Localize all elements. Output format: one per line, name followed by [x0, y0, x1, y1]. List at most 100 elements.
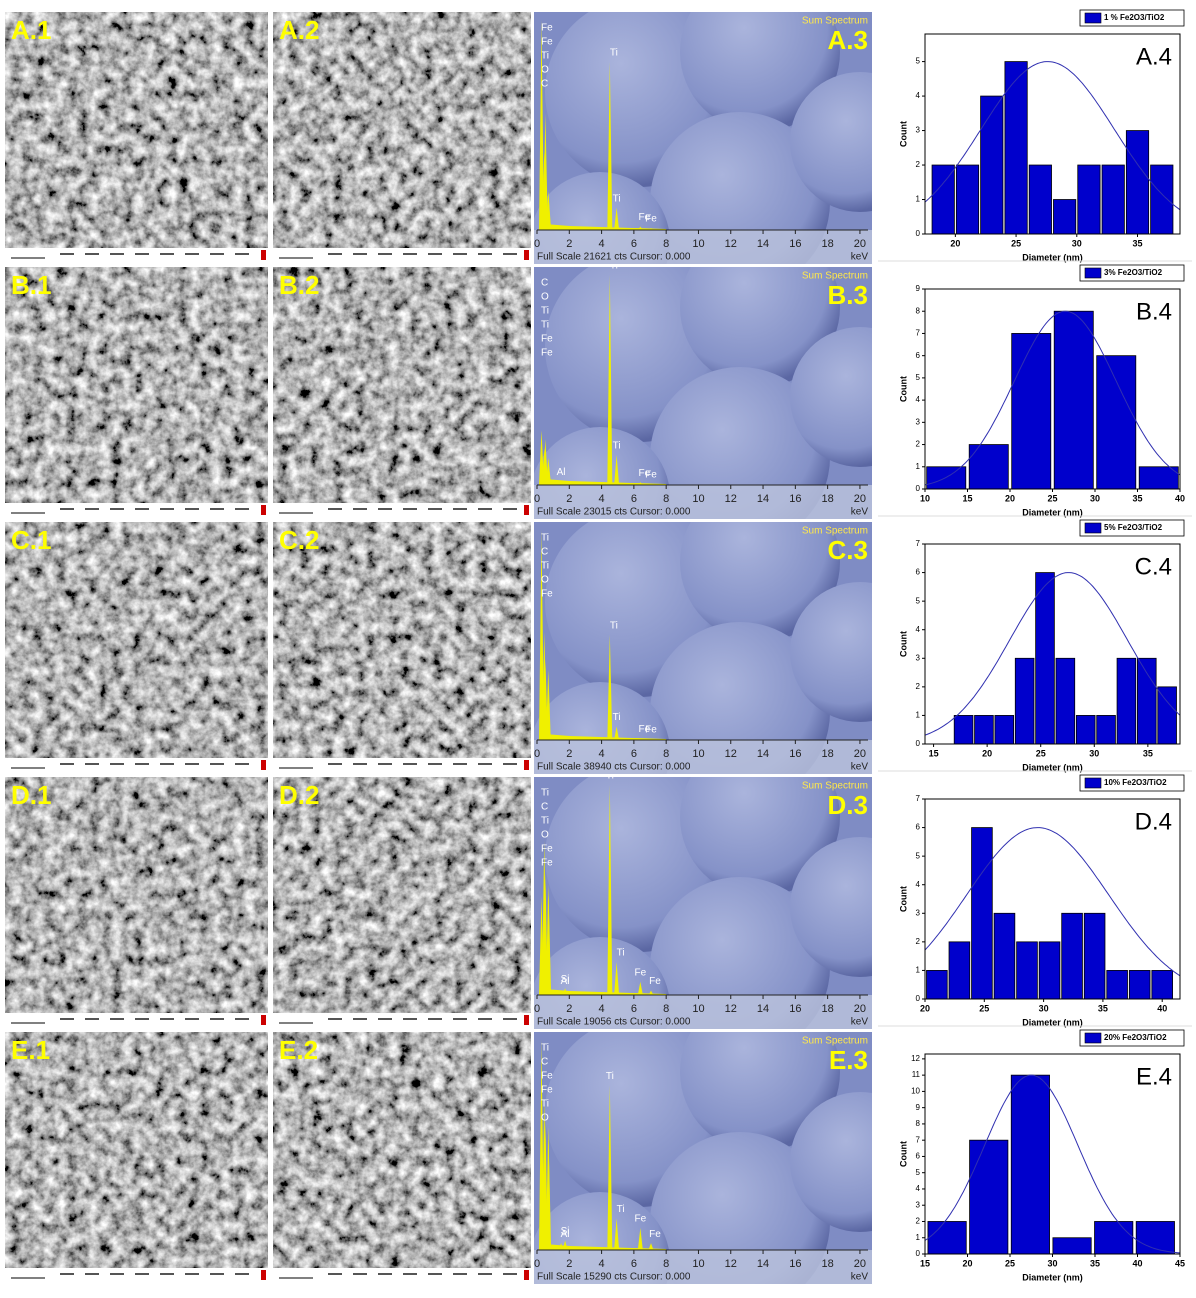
y-tick-label: 4 [916, 1184, 921, 1193]
x-tick-label: 30 [1072, 238, 1082, 248]
eds-sphere [650, 622, 830, 774]
sem-info-text [328, 1018, 342, 1020]
sem-panel-label: B.2 [279, 270, 319, 300]
eds-peak [648, 1243, 654, 1250]
sem-info-text [160, 1018, 174, 1020]
eds-peak [539, 530, 545, 740]
peak-label: Fe [639, 468, 651, 479]
y-tick-label: 12 [911, 1054, 920, 1063]
legend-label: 3% Fe2O3/TiO2 [1104, 268, 1163, 277]
peak-label: O [541, 830, 549, 841]
peak-label: O [541, 1113, 549, 1124]
sem-info-text [185, 763, 199, 765]
x-tick-label: 4 [599, 238, 605, 250]
x-tick-label: 18 [822, 238, 834, 250]
x-tick-label: 6 [631, 748, 637, 760]
sem-image [5, 1032, 268, 1272]
eds-sphere [790, 582, 872, 722]
footer: Full Scale 15290 cts Cursor: 0.000 [537, 1272, 691, 1283]
x-tick-label: 0 [534, 238, 540, 250]
sem-info-text [478, 253, 492, 255]
y-tick-label: 10 [911, 1087, 920, 1096]
bar [969, 1139, 1009, 1255]
y-tick-label: 6 [916, 1152, 921, 1161]
y-tick-label: 11 [912, 1070, 921, 1079]
sem-info-text [135, 1018, 149, 1020]
peak-label: Ti [541, 816, 549, 827]
bar [1151, 970, 1173, 1000]
legend-swatch [1084, 12, 1102, 24]
x-tick-label: 14 [757, 1003, 769, 1015]
eds-sphere [790, 72, 872, 212]
sem-info-text [453, 1273, 467, 1275]
x-tick-label: 15 [962, 493, 972, 503]
y-tick-label: 0 [916, 229, 921, 238]
sem-panel-label: C.1 [11, 525, 51, 555]
sem-info-text [428, 253, 442, 255]
y-tick-label: 1 [916, 462, 921, 471]
peak-label: O [541, 292, 549, 303]
eds-peak [637, 226, 643, 230]
peak-label: Fe [541, 334, 553, 345]
sem-info-text [235, 253, 249, 255]
fit-curve [924, 310, 1181, 486]
bar [974, 715, 994, 745]
x-tick-label: 8 [663, 748, 669, 760]
y-tick-label: 4 [916, 625, 921, 634]
sem-info-text [403, 253, 417, 255]
peak-label: Ti [541, 788, 549, 799]
legend-swatch [1084, 522, 1102, 534]
peak-label: Ti [613, 441, 621, 452]
eds-continuum [541, 479, 667, 485]
y-tick-label: 1 [916, 966, 921, 975]
eds-peak [614, 207, 620, 230]
sem-info-text [478, 763, 492, 765]
sem-info-text [478, 508, 492, 510]
peak-label: Fe [639, 212, 651, 223]
x-tick-label: 20 [962, 1258, 972, 1268]
bar [955, 164, 980, 235]
x-tick-label: 4 [599, 1258, 605, 1270]
peak-label: C [541, 1057, 548, 1068]
sem-info-text [453, 763, 467, 765]
sem-info-text [378, 253, 392, 255]
peak-label: C [541, 79, 548, 90]
eds-peak [558, 1243, 564, 1250]
x-tick-label: 25 [979, 1003, 989, 1013]
peak-label: Ti [610, 620, 618, 631]
eds-axis-band [534, 230, 872, 264]
sem-info-bar [273, 758, 531, 772]
eds-peak [614, 961, 620, 995]
sem-info-text [353, 508, 367, 510]
peak-label: Fe [541, 589, 553, 600]
peak-label: Ti [541, 533, 549, 544]
eds-sphere [680, 267, 840, 387]
x-tick-label: 6 [631, 1258, 637, 1270]
x-tick-label: 25 [1047, 493, 1057, 503]
y-tick-label: 7 [916, 794, 921, 803]
legend-label: 5% Fe2O3/TiO2 [1104, 523, 1163, 532]
x-tick-label: 18 [822, 1003, 834, 1015]
x-tick-label: 2 [566, 238, 572, 250]
x-axis-unit: keV [851, 1017, 869, 1028]
legend-label: 20% Fe2O3/TiO2 [1104, 1033, 1167, 1042]
eds-peak [607, 785, 613, 995]
x-tick-label: 10 [920, 493, 930, 503]
eds-panel-label: C.3 [828, 535, 868, 565]
y-tick-label: 7 [916, 1135, 921, 1144]
x-tick-label: 6 [631, 238, 637, 250]
bar [1137, 657, 1157, 745]
x-tick-label: 30 [1090, 493, 1100, 503]
x-tick-label: 15 [929, 748, 939, 758]
bar [1096, 355, 1137, 490]
sem-info-text [353, 763, 367, 765]
footer: Full Scale 21621 cts Cursor: 0.000 [537, 252, 691, 263]
sem-info-text [85, 1273, 99, 1275]
eds-continuum [541, 989, 667, 995]
sem-info-text [353, 1018, 367, 1020]
x-tick-label: 4 [599, 1003, 605, 1015]
sem-info-text [160, 763, 174, 765]
y-tick-label: 5 [916, 57, 921, 66]
